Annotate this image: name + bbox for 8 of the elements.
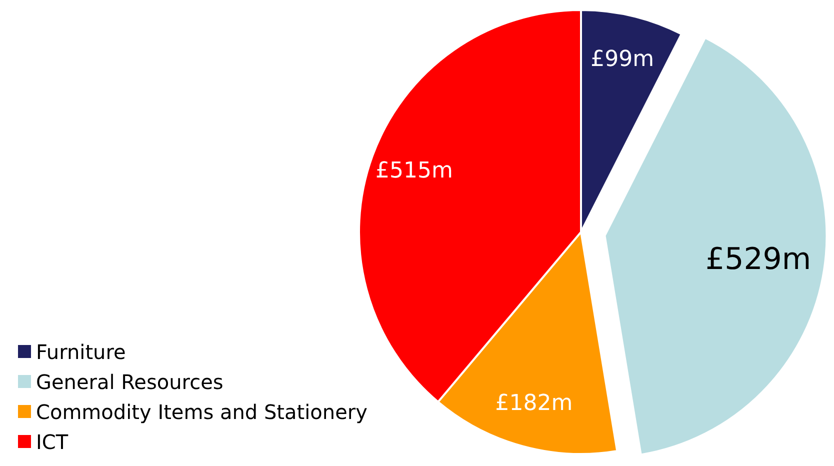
legend-label: Furniture — [36, 340, 126, 364]
data-label: £515m — [375, 158, 453, 184]
legend-label: General Resources — [36, 370, 224, 394]
data-label: £99m — [590, 46, 654, 72]
legend-label: ICT — [36, 430, 69, 454]
legend-label: Commodity Items and Stationery — [36, 400, 368, 424]
data-label: £182m — [495, 390, 573, 416]
data-label: £529m — [706, 242, 812, 277]
